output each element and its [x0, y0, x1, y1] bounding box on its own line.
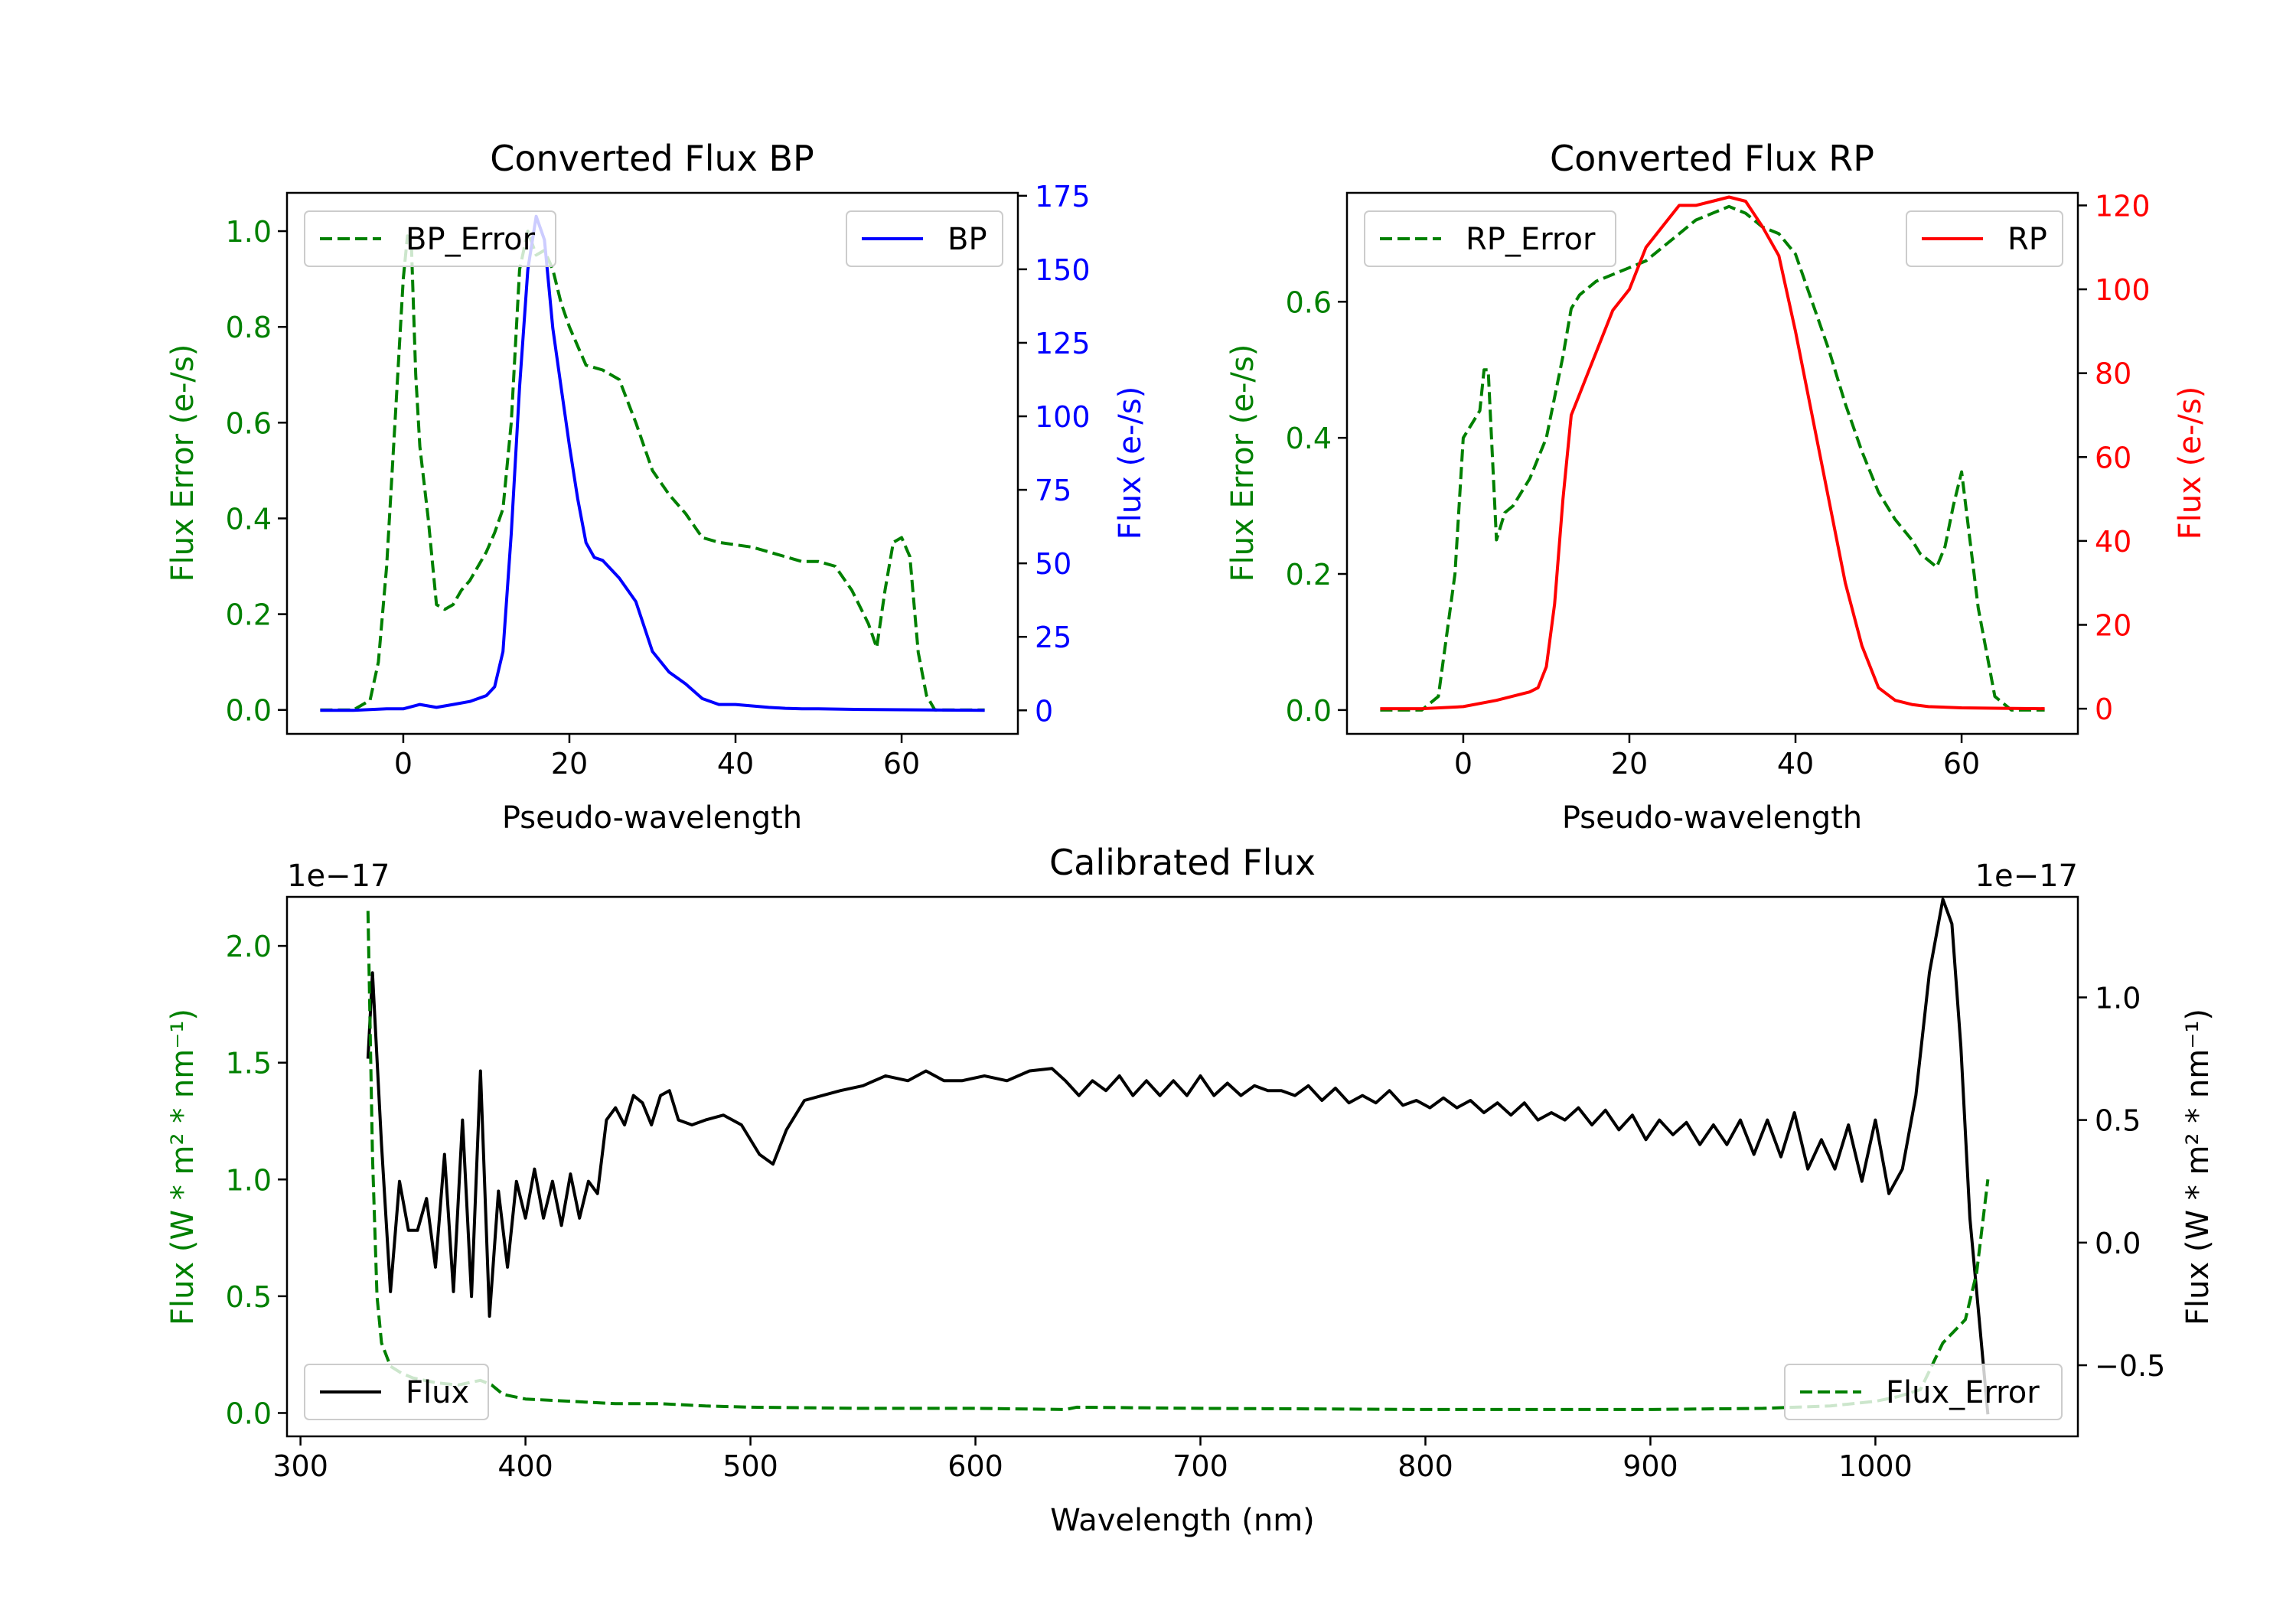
rp-x-tick-label: 0 — [1454, 747, 1473, 781]
bp-right-y-tick-label: 50 — [1035, 547, 1071, 581]
rp-right-y-tick-label: 80 — [2095, 357, 2131, 391]
rp-right-y-tick-label: 100 — [2095, 273, 2151, 307]
rp-plot-frame — [1345, 191, 2079, 735]
bp-right-y-tick-label: 75 — [1035, 474, 1071, 507]
calibrated-x-tick-label: 500 — [722, 1449, 778, 1483]
bp-title: Converted Flux BP — [490, 138, 814, 179]
rp-panel: Converted Flux RP 0 20 40 60 0.0 0.2 0.4 0.6 0 20… — [1225, 138, 2208, 836]
calibrated-left-y-tick-label: 1.0 — [226, 1163, 272, 1197]
calibrated-plot-frame — [285, 895, 2079, 1438]
rp-right-y-tick-label: 40 — [2095, 525, 2131, 559]
rp-series-rp-error-line — [1380, 204, 2045, 712]
rp-title: Converted Flux RP — [1550, 138, 1874, 179]
bp-legend-error: BP_Error — [304, 210, 556, 267]
calibrated-left-y-tick-label: 0.0 — [226, 1397, 272, 1430]
rp-right-y-tick-label: 60 — [2095, 441, 2131, 474]
bp-right-y-tick-label: 150 — [1035, 253, 1091, 287]
bp-right-y-tick-label: 175 — [1035, 180, 1091, 214]
bp-right-y-tick-label: 100 — [1035, 400, 1091, 434]
calibrated-x-tick-label: 600 — [947, 1449, 1003, 1483]
bp-legend-flux: BP — [846, 210, 1003, 267]
calibrated-x-axis-label: Wavelength (nm) — [1050, 1503, 1315, 1538]
rp-left-y-tick-label: 0.0 — [1286, 694, 1332, 728]
calibrated-left-scale: 1e−17 — [287, 859, 390, 894]
rp-right-y-axis-label: Flux (e-/s) — [2173, 386, 2208, 539]
bp-x-tick-label: 0 — [394, 747, 413, 781]
calibrated-left-y-tick-label: 2.0 — [226, 930, 272, 963]
bp-left-y-axis-label: Flux Error (e-/s) — [165, 344, 201, 582]
calibrated-x-tick-label: 900 — [1623, 1449, 1678, 1483]
bp-legend-flux-label: BP — [947, 222, 987, 257]
calibrated-left-y-tick-label: 0.5 — [226, 1280, 272, 1314]
rp-right-y-tick-label: 20 — [2095, 609, 2131, 643]
bp-right-y-tick-label: 25 — [1035, 621, 1071, 654]
rp-x-tick-label: 20 — [1611, 747, 1648, 781]
rp-legend-error: RP_Error — [1364, 210, 1616, 267]
calibrated-legend-flux-label: Flux — [406, 1375, 469, 1410]
rp-x-tick-label: 60 — [1943, 747, 1980, 781]
bp-right-y-tick-label: 125 — [1035, 327, 1091, 360]
rp-x-axis-label: Pseudo-wavelength — [1562, 800, 1862, 836]
calibrated-legend-flux: Flux — [304, 1364, 489, 1420]
calibrated-x-tick-label: 800 — [1397, 1449, 1453, 1483]
bp-left-y-tick-label: 0.4 — [226, 502, 272, 536]
rp-right-y-tick-label: 0 — [2095, 693, 2113, 726]
calibrated-x-tick-label: 1000 — [1838, 1449, 1913, 1483]
bp-left-y-tick-label: 0.8 — [226, 311, 272, 344]
calibrated-panel: Calibrated Flux 1e−17 1e−17 300 400 500 600… — [165, 842, 2216, 1538]
bp-series-bp-error-line — [320, 230, 985, 712]
rp-left-y-tick-label: 0.2 — [1286, 558, 1332, 592]
calibrated-right-y-tick-label: 1.0 — [2095, 981, 2141, 1015]
bp-left-y-tick-label: 0.2 — [226, 598, 272, 632]
bp-left-y-tick-label: 1.0 — [226, 215, 272, 249]
calibrated-right-y-tick-label: 0.0 — [2095, 1227, 2141, 1260]
calibrated-series-flux-line — [366, 898, 1990, 1415]
bp-right-y-tick-label: 0 — [1035, 694, 1053, 728]
bp-x-tick-label: 40 — [717, 747, 754, 781]
rp-legend-flux: RP — [1906, 210, 2063, 267]
calibrated-title: Calibrated Flux — [1049, 842, 1316, 883]
bp-x-tick-label: 20 — [551, 747, 588, 781]
calibrated-legend-error-label: Flux_Error — [1886, 1375, 2040, 1410]
calibrated-right-scale: 1e−17 — [1975, 859, 2078, 894]
bp-panel: Converted Flux BP 0 20 40 60 0.0 0.2 0.4 0.6 0.8… — [165, 138, 1148, 836]
calibrated-right-y-axis-label: Flux (W * m² * nm⁻¹) — [2180, 1009, 2216, 1325]
calibrated-x-tick-label: 300 — [272, 1449, 328, 1483]
calibrated-right-y-tick-label: 0.5 — [2095, 1104, 2141, 1138]
rp-left-y-tick-label: 0.6 — [1286, 285, 1332, 319]
bp-plot-frame — [285, 191, 1019, 735]
bp-x-tick-label: 60 — [883, 747, 920, 781]
rp-left-y-tick-label: 0.4 — [1286, 422, 1332, 455]
bp-left-y-tick-label: 0.0 — [226, 694, 272, 728]
rp-x-tick-label: 40 — [1777, 747, 1814, 781]
calibrated-left-y-tick-label: 1.5 — [226, 1047, 272, 1081]
calibrated-x-tick-label: 400 — [497, 1449, 553, 1483]
bp-series-bp-line — [320, 214, 985, 712]
bp-x-axis-label: Pseudo-wavelength — [502, 800, 802, 836]
rp-left-y-axis-label: Flux Error (e-/s) — [1225, 344, 1261, 582]
rp-legend-flux-label: RP — [2007, 222, 2047, 257]
calibrated-x-tick-label: 700 — [1172, 1449, 1228, 1483]
rp-series-rp-line — [1380, 195, 2045, 711]
bp-left-y-tick-label: 0.6 — [226, 406, 272, 440]
rp-legend-error-label: RP_Error — [1466, 222, 1596, 257]
bp-right-y-axis-label: Flux (e-/s) — [1113, 386, 1148, 539]
bp-legend-error-label: BP_Error — [406, 222, 536, 257]
calibrated-legend-error: Flux_Error — [1784, 1364, 2063, 1420]
calibrated-right-y-tick-label: −0.5 — [2095, 1349, 2165, 1383]
rp-right-y-tick-label: 120 — [2095, 189, 2151, 223]
calibrated-left-y-axis-label: Flux (W * m² * nm⁻¹) — [165, 1009, 201, 1325]
